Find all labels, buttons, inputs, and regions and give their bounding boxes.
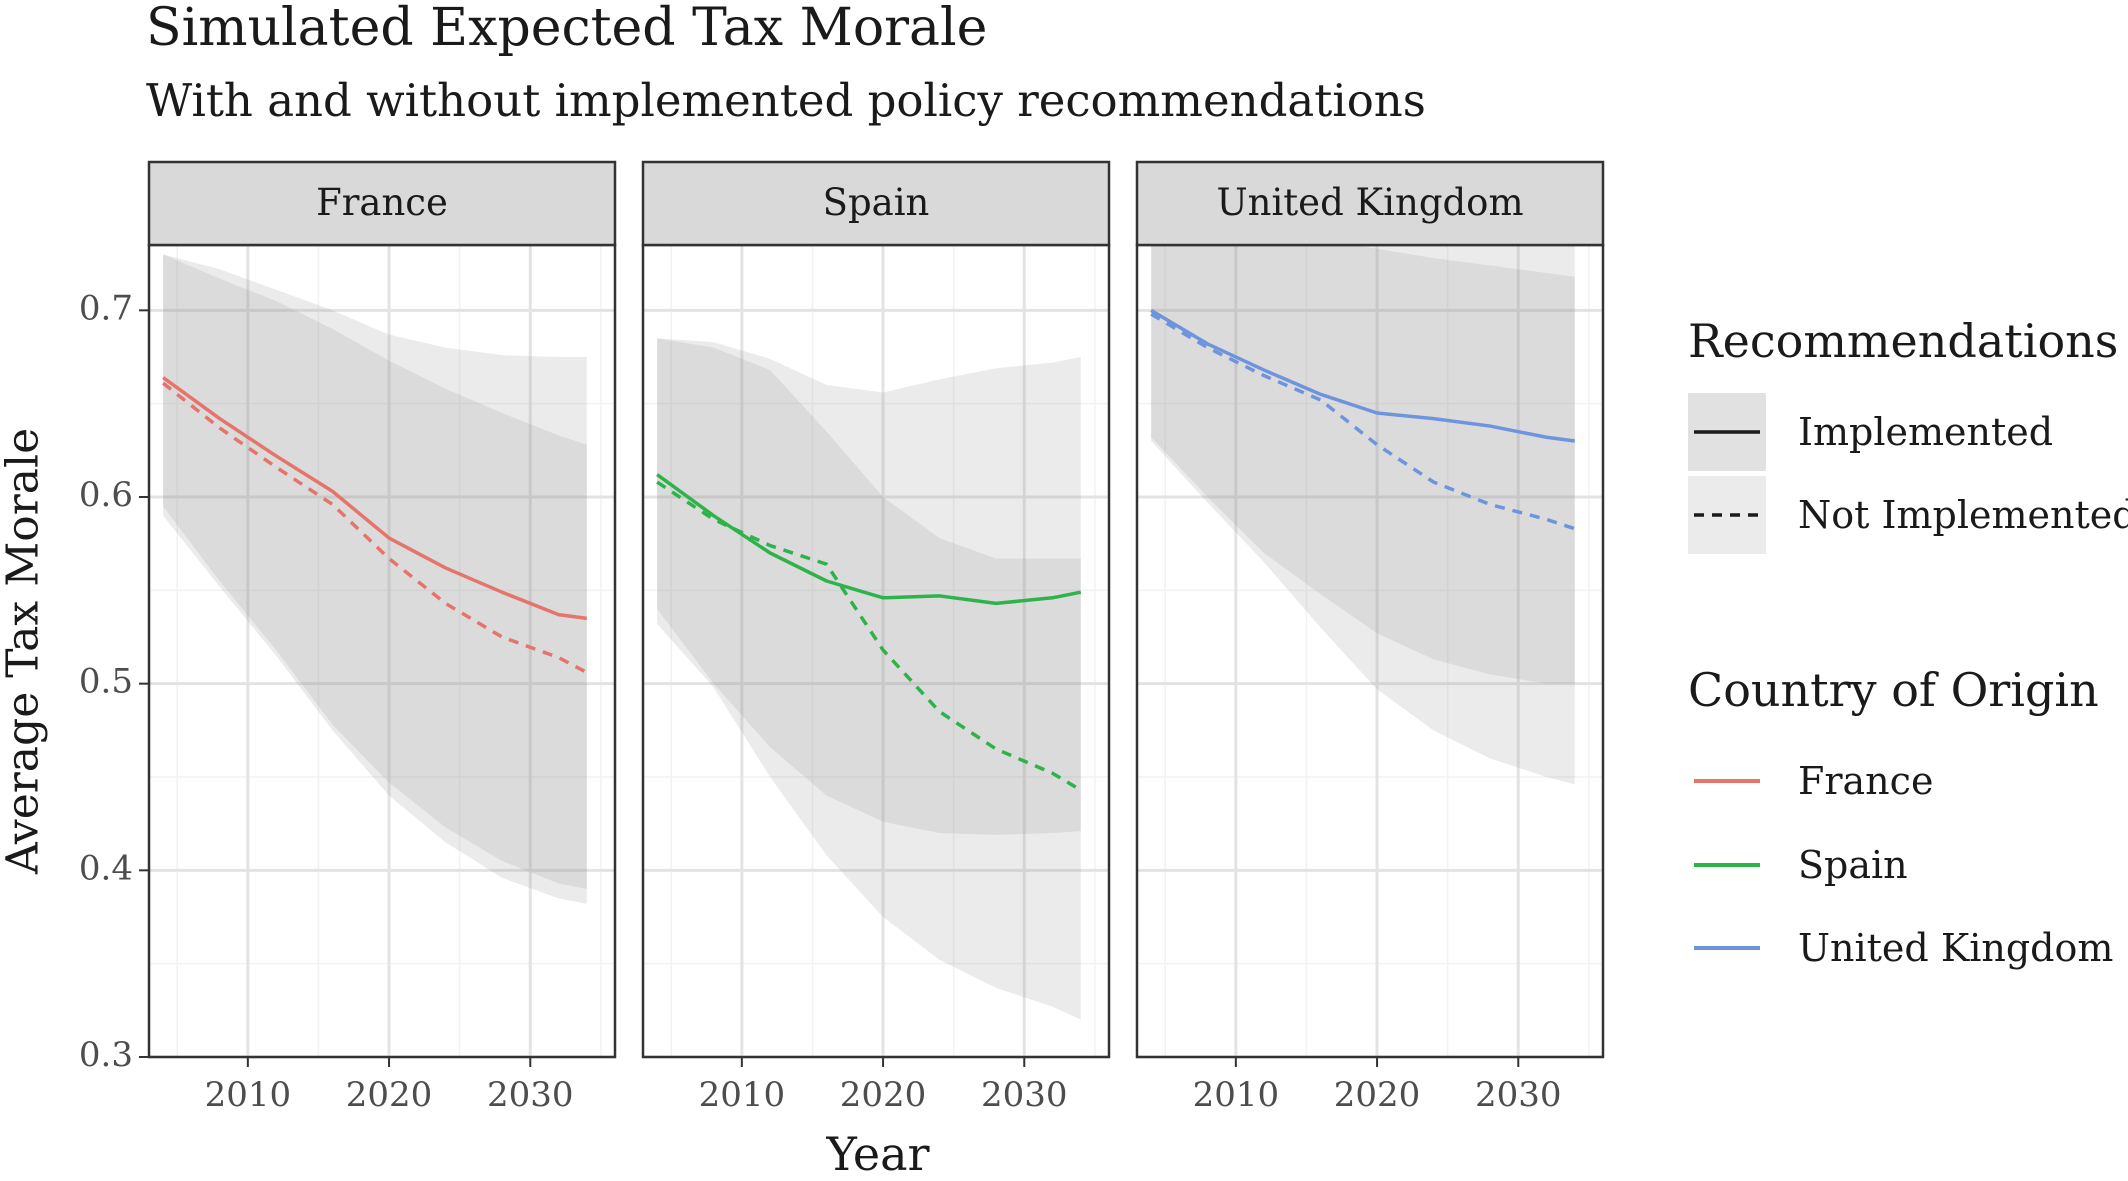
- y-tick-label: 0.6: [79, 475, 133, 515]
- x-tick-label: 2030: [981, 1075, 1068, 1115]
- legend-title-recommendations: Recommendations: [1688, 314, 2119, 368]
- legend-label-france: France: [1798, 759, 1934, 803]
- facet-strip-united-kingdom: [1135, 160, 1605, 247]
- y-tick-label: 0.5: [79, 662, 133, 702]
- x-tick-label: 2030: [487, 1075, 574, 1115]
- legend-label-not-implemented: Not Implemented: [1798, 493, 2128, 537]
- y-tick-label: 0.3: [79, 1035, 133, 1075]
- series-line-spain-not-implemented: [656, 480, 1082, 792]
- panel-background-france: [149, 245, 615, 1057]
- panel-background-spain: [643, 245, 1109, 1057]
- series-line-united-kingdom-implemented: [1150, 308, 1575, 443]
- panel-background-united-kingdom: [1137, 245, 1603, 1057]
- confidence-band-france-not-implemented: [163, 254, 587, 904]
- facet-strip-spain: [641, 160, 1111, 247]
- facet-strip-france: [147, 160, 617, 247]
- facet-strip-label-spain: Spain: [823, 181, 930, 224]
- confidence-band-spain-not-implemented: [657, 338, 1081, 1020]
- facet-strip-label-united-kingdom: United Kingdom: [1216, 181, 1523, 224]
- facet-strip-label-france: France: [316, 181, 448, 224]
- y-axis-title: Average Tax Morale: [0, 428, 49, 875]
- x-tick-label: 2020: [840, 1075, 927, 1115]
- x-tick-label: 2010: [699, 1075, 786, 1115]
- confidence-band-united-kingdom-not-implemented: [1151, 183, 1575, 785]
- y-tick-label: 0.4: [79, 848, 133, 888]
- confidence-band-spain-implemented: [657, 338, 1081, 835]
- legend-title-country: Country of Origin: [1688, 663, 2099, 717]
- x-tick-label: 2020: [346, 1075, 433, 1115]
- confidence-band-united-kingdom-implemented: [1151, 189, 1575, 684]
- legend-label-united-kingdom: United Kingdom: [1798, 926, 2114, 970]
- legend-label-implemented: Implemented: [1798, 410, 2054, 454]
- chart-subtitle: With and without implemented policy reco…: [146, 74, 1426, 127]
- x-tick-label: 2020: [1334, 1075, 1421, 1115]
- x-axis-title: Year: [825, 1127, 929, 1181]
- series-line-france-implemented: [162, 376, 587, 621]
- legend-label-spain: Spain: [1798, 843, 1908, 887]
- x-tick-label: 2010: [1193, 1075, 1280, 1115]
- x-tick-label: 2030: [1475, 1075, 1562, 1115]
- chart-title: Simulated Expected Tax Morale: [146, 0, 988, 58]
- series-line-spain-implemented: [656, 473, 1082, 606]
- y-tick-label: 0.7: [79, 288, 133, 328]
- confidence-band-france-implemented: [163, 254, 587, 890]
- x-tick-label: 2010: [205, 1075, 292, 1115]
- series-line-france-not-implemented: [162, 381, 588, 675]
